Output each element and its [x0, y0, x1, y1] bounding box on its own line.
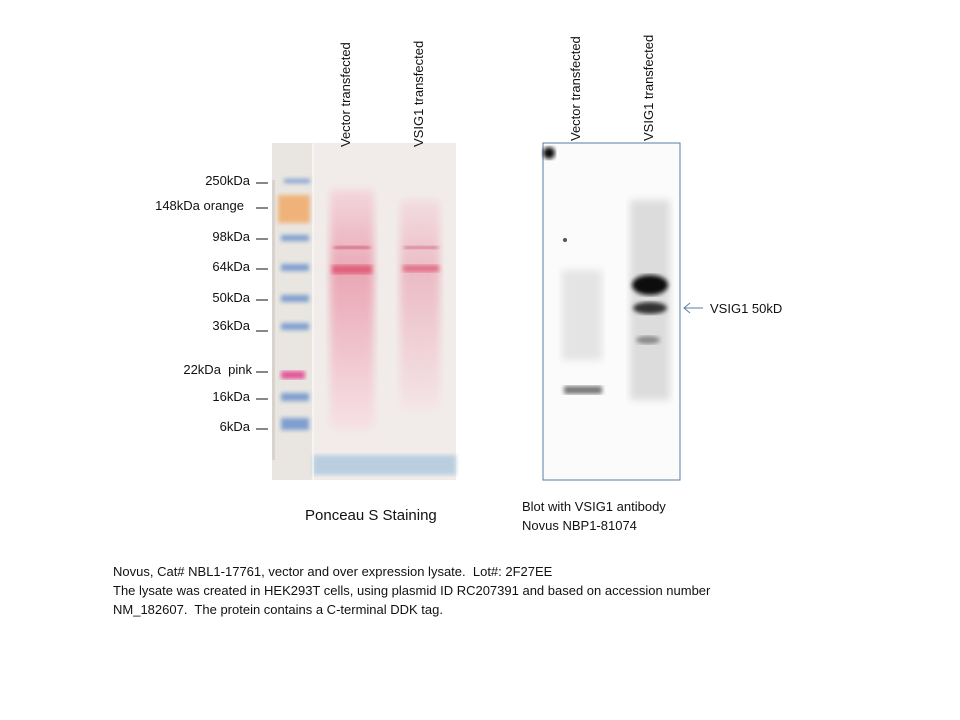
marker-label: 22kDa pink [183, 362, 252, 377]
marker-label: 36kDa [212, 318, 250, 333]
band-arrow [683, 302, 703, 314]
note: Novus, Cat# NBL1-17761, vector and over … [113, 564, 553, 579]
band-label: VSIG1 50kD [710, 301, 782, 316]
marker-label: 64kDa [212, 259, 250, 274]
marker-label: 98kDa [212, 229, 250, 244]
note: NM_182607. The protein contains a C-term… [113, 602, 443, 617]
caption: Blot with VSIG1 antibody [522, 499, 666, 514]
caption: Ponceau S Staining [305, 507, 437, 524]
lane-label: Vector transfected [568, 36, 583, 141]
ponceau-gel [272, 143, 456, 480]
marker-label: 50kDa [212, 290, 250, 305]
blot-image [542, 142, 681, 481]
lane-label: Vector transfected [338, 42, 353, 147]
marker-label: 16kDa [212, 389, 250, 404]
lane-label: VSIG1 transfected [641, 35, 656, 141]
marker-dashes [256, 182, 268, 430]
marker-label: 250kDa [205, 173, 251, 188]
note: The lysate was created in HEK293T cells,… [113, 583, 711, 598]
marker-labels: 250kDa 148kDa orange 98kDa 64kDa 50kDa 3… [155, 173, 252, 434]
lane-label: VSIG1 transfected [411, 41, 426, 147]
marker-label: 148kDa orange [155, 198, 244, 213]
marker-label: 6kDa [220, 419, 251, 434]
caption: Novus NBP1-81074 [522, 518, 637, 533]
